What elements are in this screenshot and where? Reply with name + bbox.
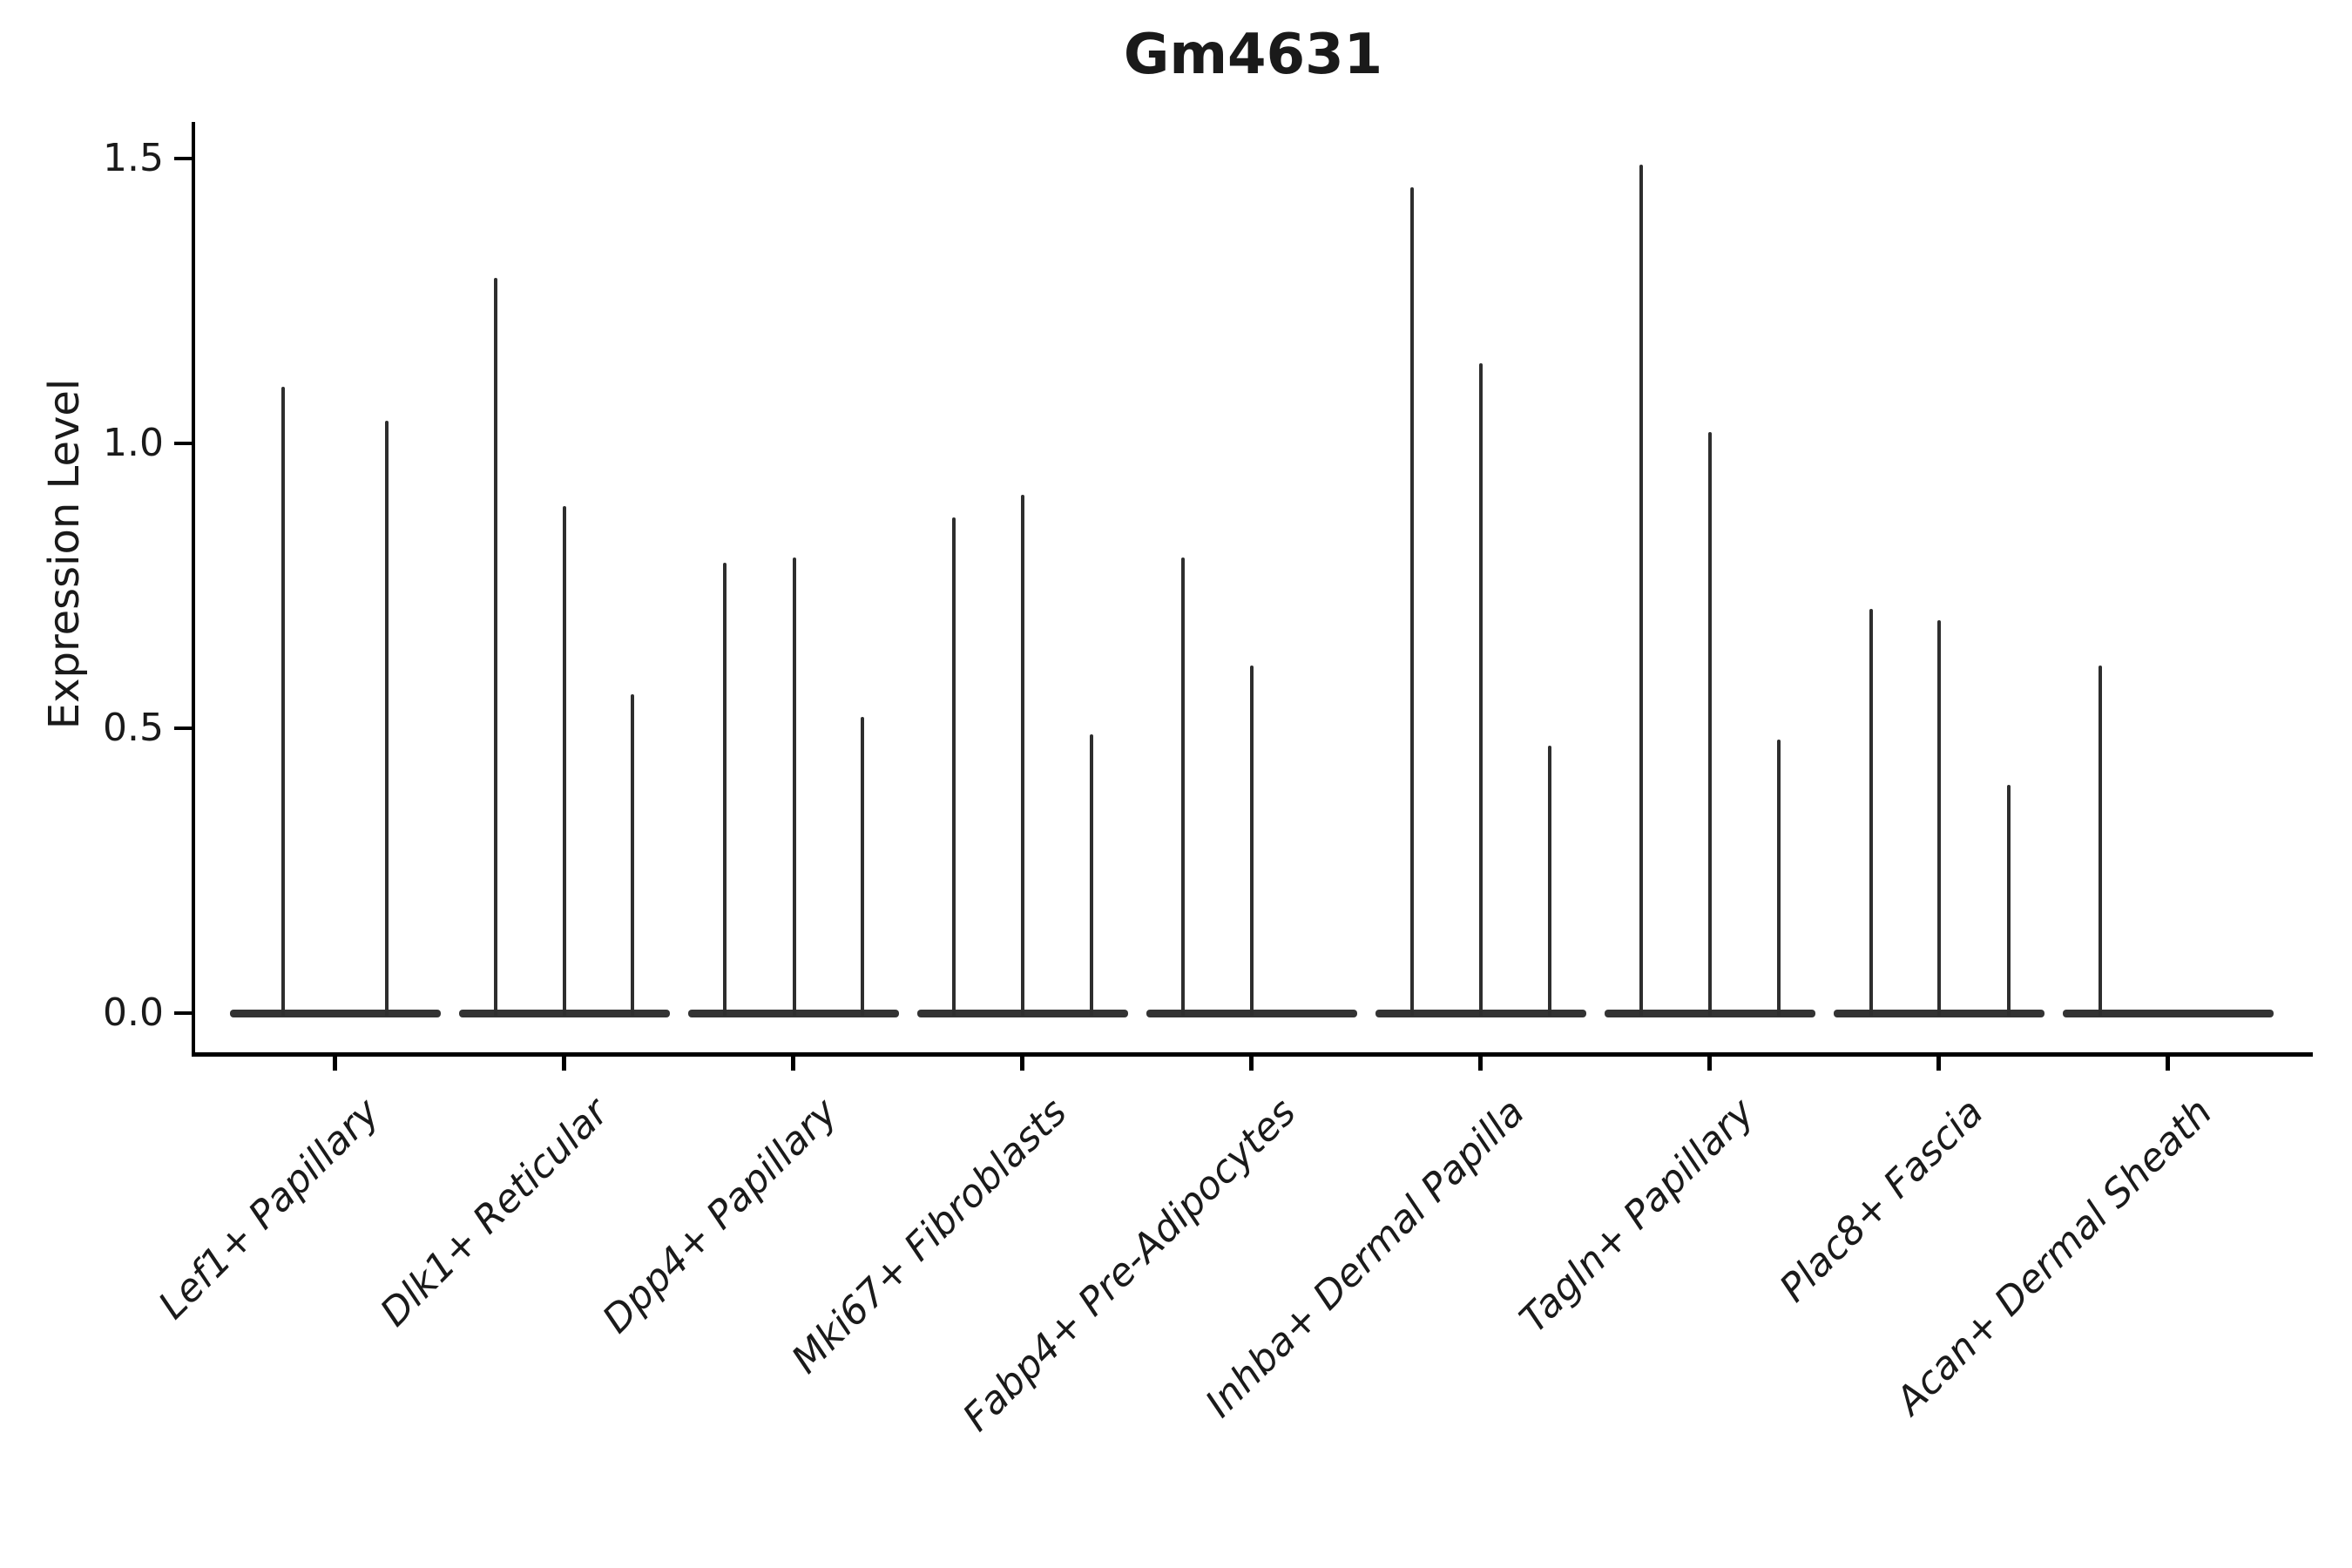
y-tick-mark bbox=[174, 157, 193, 160]
violin-spike bbox=[385, 420, 389, 1016]
x-tick-mark bbox=[562, 1057, 566, 1071]
violin-spike bbox=[1708, 431, 1712, 1016]
x-tick-mark bbox=[333, 1057, 337, 1071]
x-tick-mark bbox=[1936, 1057, 1941, 1071]
violin-spike bbox=[631, 693, 634, 1016]
violin-spike bbox=[1181, 557, 1185, 1016]
x-tick-label: Tagln+ Papillary bbox=[1511, 1090, 1763, 1342]
x-tick-label: Plac8+ Fascia bbox=[1770, 1090, 1992, 1311]
y-tick-mark bbox=[174, 442, 193, 445]
y-tick-label: 0.5 bbox=[103, 706, 164, 750]
violin-spike bbox=[1869, 608, 1873, 1016]
violin-base bbox=[230, 1009, 441, 1017]
violin-spike bbox=[1937, 619, 1941, 1016]
y-tick-mark bbox=[174, 727, 193, 730]
violin-spike bbox=[1479, 363, 1483, 1016]
violin-spike bbox=[952, 517, 956, 1016]
y-axis-spine bbox=[192, 122, 195, 1057]
x-tick-label: Lef1+ Papillary bbox=[150, 1090, 389, 1328]
y-tick-label: 0.0 bbox=[103, 990, 164, 1035]
y-tick-label: 1.5 bbox=[103, 136, 164, 180]
violin-spike bbox=[1777, 740, 1781, 1016]
y-tick-label: 1.0 bbox=[103, 421, 164, 465]
violin-spike bbox=[563, 505, 566, 1016]
violin-spike bbox=[1021, 494, 1024, 1016]
violin-spike bbox=[2099, 666, 2102, 1016]
violin-spike bbox=[1410, 186, 1414, 1016]
x-axis-spine bbox=[192, 1052, 2313, 1057]
y-tick-mark bbox=[174, 1011, 193, 1015]
violin-base bbox=[2063, 1009, 2274, 1017]
chart-title: Gm4631 bbox=[1123, 23, 1383, 87]
x-tick-mark bbox=[1478, 1057, 1483, 1071]
x-tick-mark bbox=[1249, 1057, 1254, 1071]
x-tick-mark bbox=[1020, 1057, 1024, 1071]
x-tick-mark bbox=[1707, 1057, 1712, 1071]
violin-spike bbox=[1250, 666, 1254, 1016]
violin-spike bbox=[1090, 733, 1093, 1016]
violin-spike bbox=[2007, 785, 2011, 1016]
x-tick-mark bbox=[791, 1057, 795, 1071]
violin-spike bbox=[861, 716, 864, 1016]
violin-spike bbox=[1639, 164, 1643, 1016]
x-tick-label: Dlk1+ Reticular bbox=[371, 1090, 618, 1335]
x-tick-mark bbox=[2166, 1057, 2170, 1071]
violin-spike bbox=[1548, 745, 1551, 1016]
violin-spike bbox=[281, 386, 285, 1016]
x-tick-label: Dpp4+ Papillary bbox=[594, 1090, 847, 1342]
violin-spike bbox=[793, 557, 796, 1016]
violin-spike bbox=[723, 563, 727, 1016]
violin-spike bbox=[494, 278, 497, 1016]
